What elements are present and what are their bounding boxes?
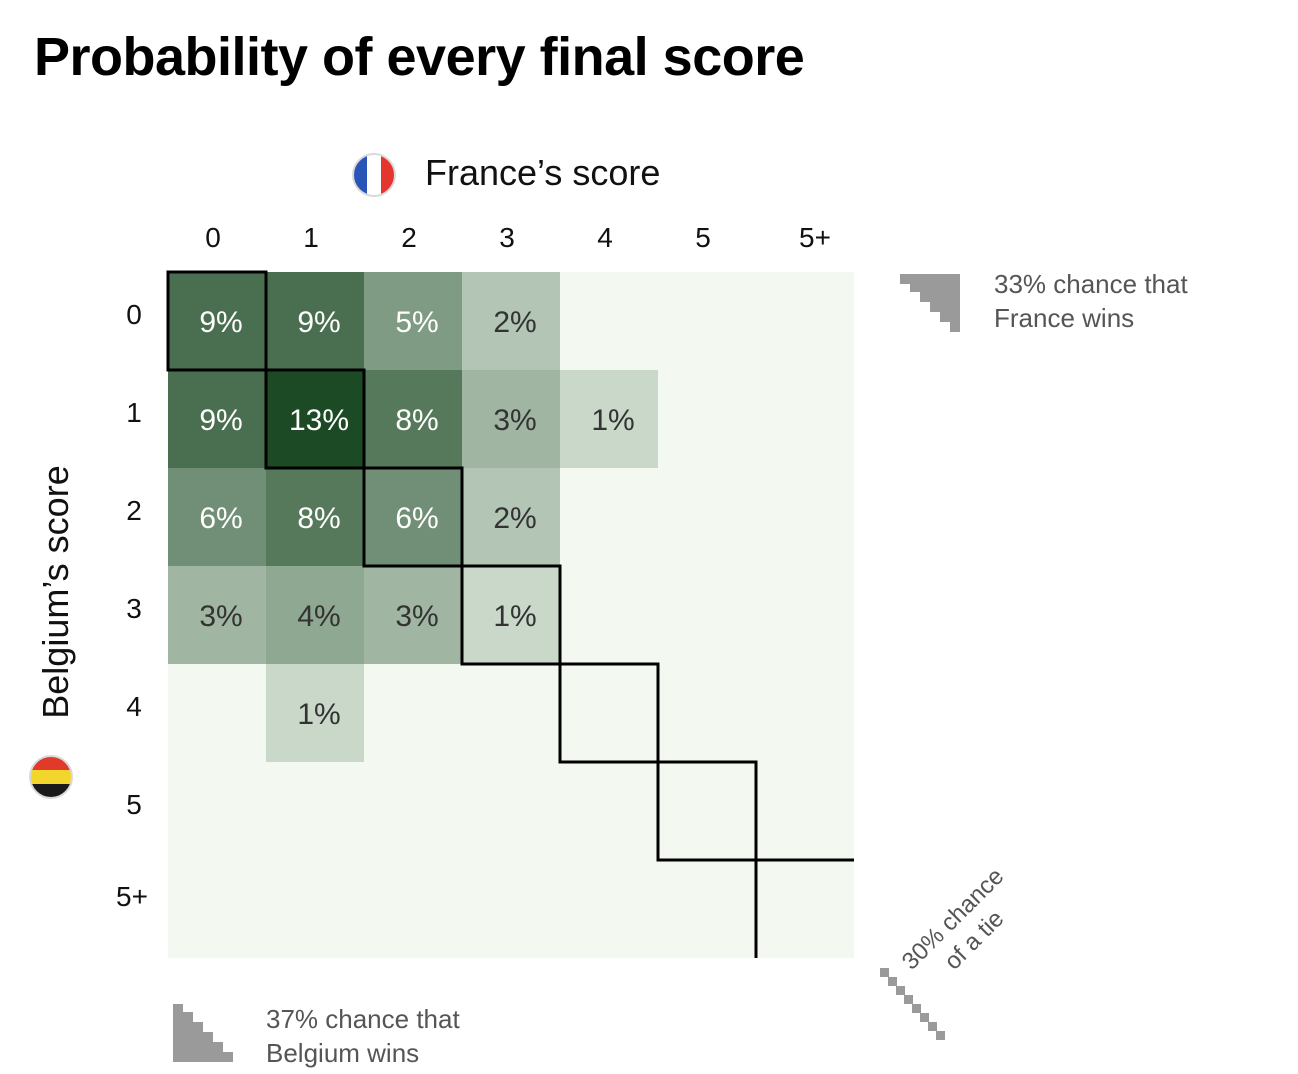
tie-icon-step <box>904 995 913 1004</box>
tie-icon-step <box>936 1031 945 1040</box>
cell-value-label: 2% <box>493 502 536 535</box>
x-axis-label: France’s score <box>425 152 661 193</box>
tie-cell-outline <box>264 368 366 470</box>
heatmap-cell <box>462 468 560 566</box>
cell-value-label: 1% <box>493 600 536 633</box>
cell-value-label: 1% <box>297 698 340 731</box>
heatmap-cell <box>364 272 462 370</box>
chart-title: Probability of every final score <box>34 27 805 87</box>
y-tick-label: 5+ <box>116 881 148 912</box>
cell-value-label: 5% <box>395 306 438 339</box>
x-tick-label: 5+ <box>799 222 831 253</box>
cell-value-label: 6% <box>199 502 242 535</box>
x-tick-label: 1 <box>303 222 319 253</box>
tie-icon-step <box>920 1013 929 1022</box>
tie-icon <box>880 968 945 1040</box>
x-tick-label: 2 <box>401 222 417 253</box>
y-tick-label: 4 <box>126 691 142 722</box>
heatmap-cell <box>266 370 364 468</box>
heatmap-cell <box>462 272 560 370</box>
cell-value-label: 8% <box>395 404 438 437</box>
tie-cell-outline <box>558 662 660 764</box>
tie-icon-step <box>928 1022 937 1031</box>
heatmap-cell <box>168 468 266 566</box>
tie-outline <box>166 270 854 958</box>
y-tick-label: 5 <box>126 789 142 820</box>
france-flag-icon <box>352 153 396 197</box>
cell-value-label: 13% <box>289 404 349 437</box>
heatmap-cell <box>364 370 462 468</box>
cell-value-label: 9% <box>199 404 242 437</box>
cell-value-label: 2% <box>493 306 536 339</box>
heatmap-cell <box>168 370 266 468</box>
y-tick-label: 2 <box>126 495 142 526</box>
y-tick-label: 0 <box>126 299 142 330</box>
tie-icon-step <box>880 968 889 977</box>
heatmap-cell <box>364 566 462 664</box>
cell-value-label: 9% <box>199 306 242 339</box>
heatmap-cell <box>462 566 560 664</box>
cell-value-label: 3% <box>493 404 536 437</box>
tie-cell-outline <box>166 270 268 372</box>
cell-value-label: 4% <box>297 600 340 633</box>
france-wins-note: 33% chance that France wins <box>994 269 1188 333</box>
heatmap-cell <box>168 272 266 370</box>
heatmap-cell <box>266 664 364 762</box>
heatmap-cell <box>560 370 658 468</box>
tie-cell-outline <box>754 858 854 958</box>
cell-value-label: 1% <box>591 404 634 437</box>
cell-value-label: 8% <box>297 502 340 535</box>
tie-icon-step <box>888 977 897 986</box>
x-tick-label: 3 <box>499 222 515 253</box>
y-tick-label: 1 <box>126 397 142 428</box>
tie-icon-step <box>912 1004 921 1013</box>
tie-cell-outline <box>362 466 464 568</box>
belgium-wins-note: 37% chance that Belgium wins <box>266 1004 460 1068</box>
heatmap-cell <box>364 468 462 566</box>
cell-value-label: 3% <box>199 600 242 633</box>
x-tick-label: 0 <box>205 222 221 253</box>
tie-cell-outline <box>656 760 758 862</box>
belgium-wins-icon <box>173 1004 233 1062</box>
heatmap-cell <box>266 468 364 566</box>
y-tick-label: 3 <box>126 593 142 624</box>
france-wins-icon <box>900 274 960 332</box>
tie-cell-outline <box>460 564 562 666</box>
heatmap-cell <box>266 566 364 664</box>
cell-value-label: 3% <box>395 600 438 633</box>
cell-value-label: 6% <box>395 502 438 535</box>
heatmap-cell <box>266 272 364 370</box>
x-tick-label: 5 <box>695 222 711 253</box>
heatmap-cell <box>462 370 560 468</box>
cell-value-label: 9% <box>297 306 340 339</box>
belgium-flag-icon <box>29 755 73 799</box>
x-tick-label: 4 <box>597 222 613 253</box>
heatmap-cell <box>168 566 266 664</box>
tie-icon-step <box>896 986 905 995</box>
